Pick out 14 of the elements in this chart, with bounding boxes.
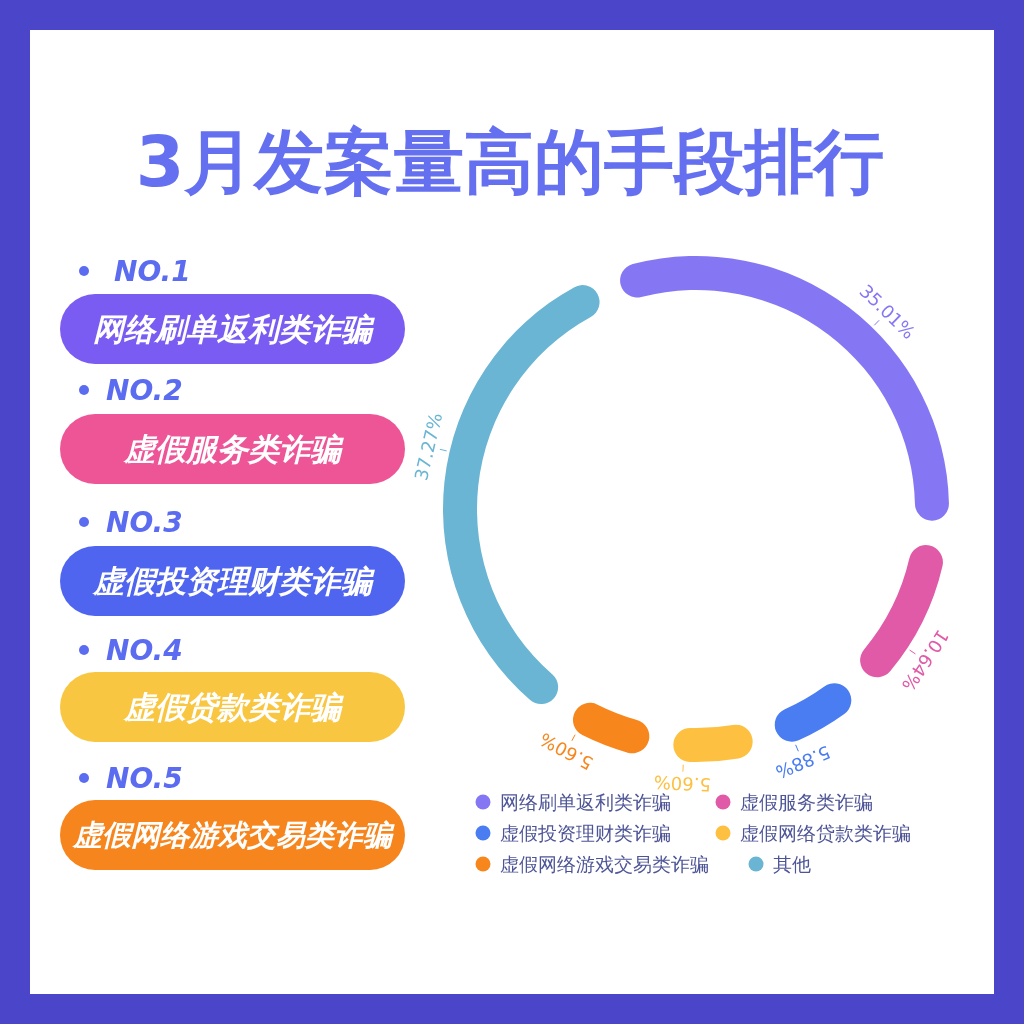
legend-label: 其他: [773, 853, 811, 875]
text: 虚假贷款类诈骗: [123, 689, 344, 725]
text: 网络刷单返利类诈骗: [93, 311, 375, 347]
text: NO.3: [106, 505, 183, 539]
text: 虚假投资理财类诈骗: [92, 563, 375, 599]
data-label: 37.27%: [410, 410, 447, 483]
text: 虚假服务类诈骗: [123, 431, 344, 467]
text: NO.4: [106, 633, 183, 667]
legend-label: 虚假服务类诈骗: [740, 791, 873, 813]
text: NO.2: [106, 373, 183, 407]
text: 虚假网络游戏交易类诈骗: [72, 818, 395, 852]
text: NO.5: [106, 761, 183, 795]
text: NO.1: [114, 254, 191, 288]
text: 3月发案量高的手段排行: [135, 121, 885, 203]
